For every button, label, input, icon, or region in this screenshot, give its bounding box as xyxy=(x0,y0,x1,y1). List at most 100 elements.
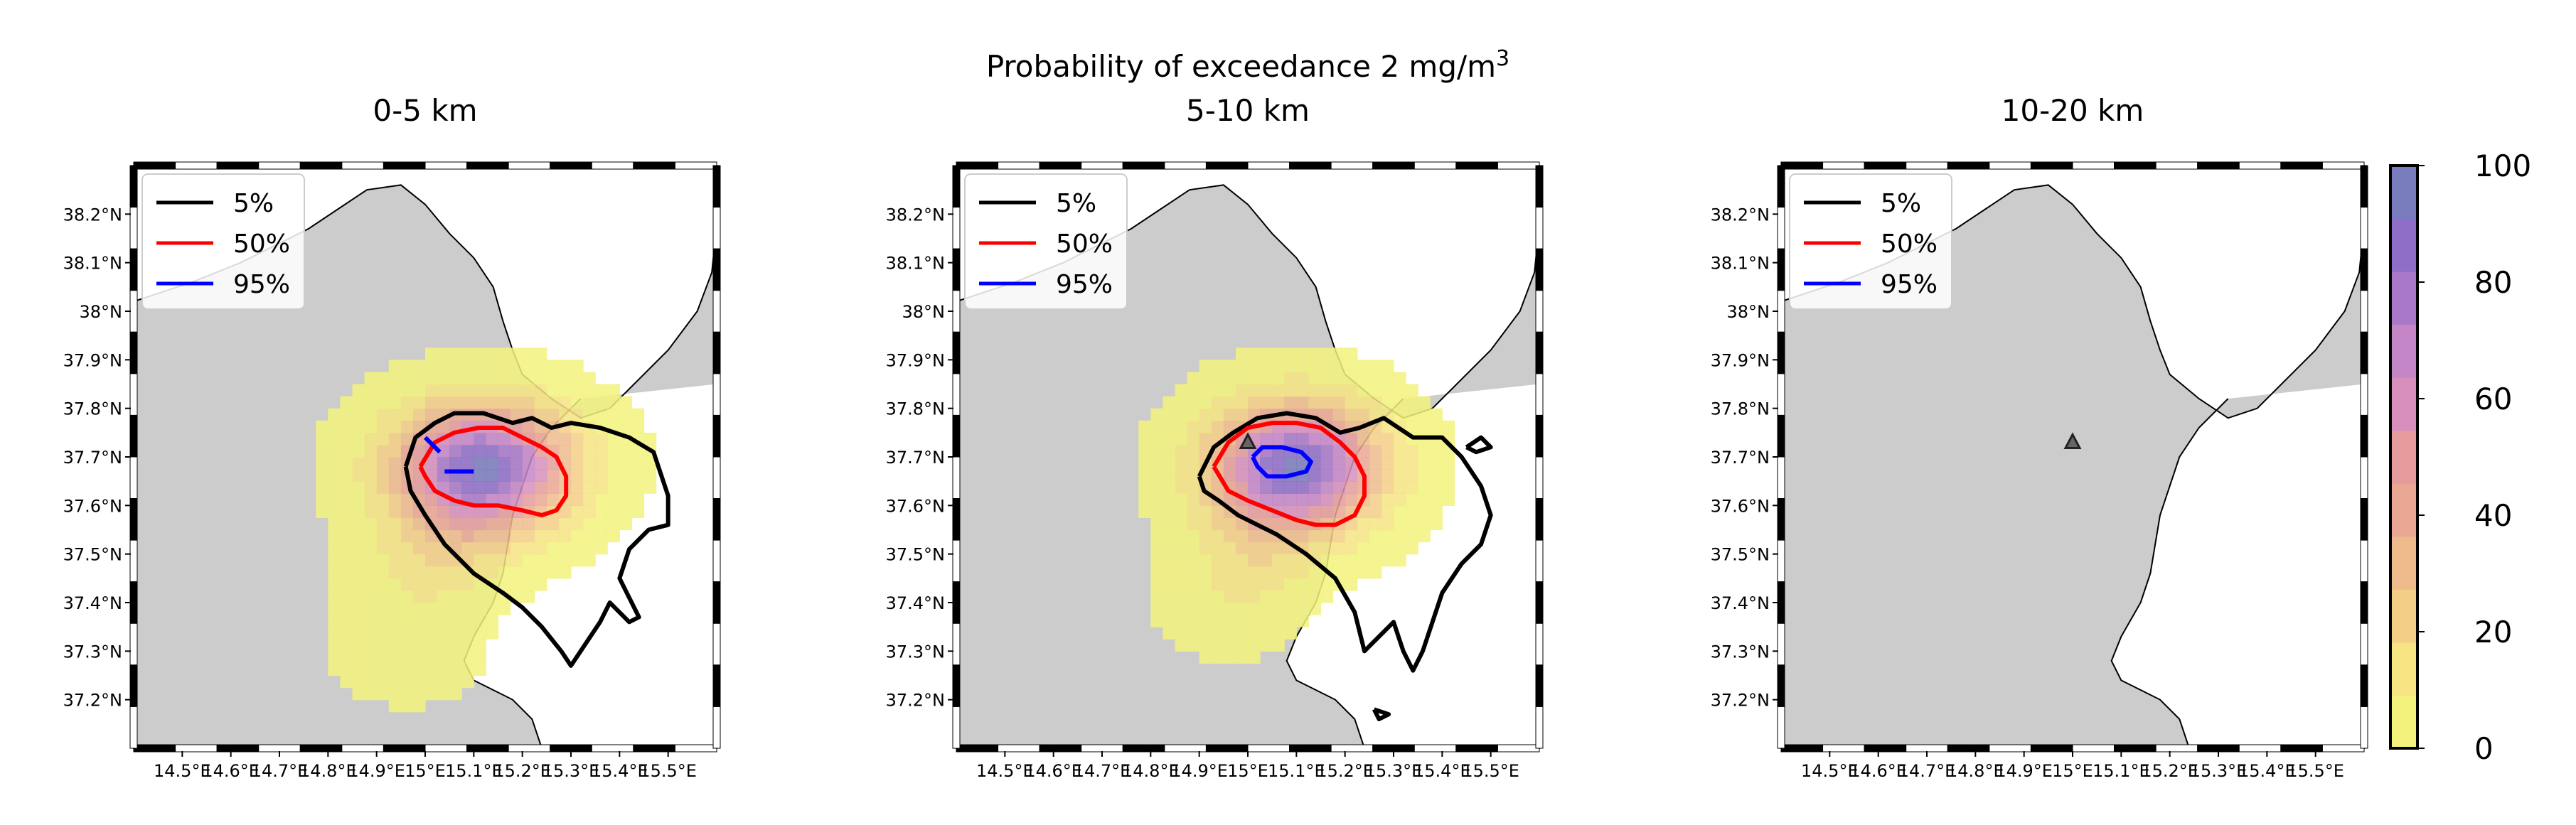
grid-cell xyxy=(510,517,523,531)
grid-cell xyxy=(352,408,365,421)
grid-cell xyxy=(1430,408,1443,421)
grid-cell xyxy=(1248,396,1261,409)
y-tick-label: 38.2°N xyxy=(63,205,122,225)
grid-cell xyxy=(1381,493,1394,506)
grid-cell xyxy=(619,505,633,519)
legend-label: 5% xyxy=(233,189,274,218)
grid-cell xyxy=(437,687,450,701)
grid-cell xyxy=(1442,493,1455,506)
grid-cell xyxy=(1163,505,1176,519)
grid-cell xyxy=(1308,384,1322,397)
grid-cell xyxy=(1235,566,1249,579)
grid-cell xyxy=(376,627,390,640)
grid-cell xyxy=(328,481,341,494)
grid-cell xyxy=(425,590,438,603)
grid-cell xyxy=(486,603,499,615)
grid-cell xyxy=(388,590,402,603)
grid-cell xyxy=(328,663,341,676)
grid-cell xyxy=(376,384,390,397)
grid-cell xyxy=(425,687,438,701)
grid-cell xyxy=(1150,408,1164,421)
grid-cell xyxy=(522,578,535,591)
grid-cell xyxy=(1150,444,1164,458)
grid-cell xyxy=(1308,432,1322,446)
grid-cell xyxy=(340,469,353,482)
grid-cell xyxy=(425,663,438,676)
grid-cell xyxy=(461,651,474,664)
grid-cell xyxy=(571,432,584,446)
grid-cell xyxy=(316,432,328,446)
grid-cell xyxy=(1223,420,1236,433)
grid-cell xyxy=(1357,408,1370,421)
grid-cell xyxy=(352,505,365,519)
x-tick-label: 14.9°E xyxy=(1170,761,1228,781)
grid-cell xyxy=(388,566,402,579)
grid-cell xyxy=(364,493,378,506)
grid-cell xyxy=(1211,554,1224,567)
grid-cell xyxy=(1357,444,1370,458)
grid-cell xyxy=(486,457,499,470)
grid-cell xyxy=(474,663,487,676)
grid-cell xyxy=(522,420,535,433)
grid-cell xyxy=(364,517,378,531)
contour-5pct xyxy=(1197,411,1493,673)
grid-cell xyxy=(1394,384,1406,397)
grid-cell xyxy=(1369,517,1382,531)
grid-cell xyxy=(1381,444,1394,458)
grid-cell xyxy=(1332,408,1346,421)
grid-cell xyxy=(400,639,414,652)
grid-cell xyxy=(400,687,414,701)
grid-cell xyxy=(316,420,328,433)
grid-cell xyxy=(1187,420,1200,433)
grid-cell xyxy=(1418,481,1431,494)
grid-cell xyxy=(1369,566,1382,579)
grid-cell xyxy=(583,384,596,397)
grid-cell xyxy=(376,687,390,701)
x-tick-label: 14.6°E xyxy=(1849,761,1907,781)
grid-cell xyxy=(1394,554,1406,567)
grid-cell xyxy=(461,384,474,397)
grid-cell xyxy=(1175,457,1188,470)
grid-cell xyxy=(1175,408,1188,421)
grid-cell xyxy=(340,651,353,664)
grid-cell xyxy=(1175,603,1188,615)
grid-cell xyxy=(376,675,390,689)
grid-cell xyxy=(449,627,462,640)
grid-cell xyxy=(546,517,560,531)
grid-cell xyxy=(1296,396,1310,409)
grid-cell xyxy=(437,578,450,591)
grid-cell xyxy=(449,444,462,458)
y-tick-label: 37.3°N xyxy=(1711,642,1770,662)
grid-cell xyxy=(352,396,365,409)
map-border-2 xyxy=(1777,165,1785,749)
grid-cell xyxy=(400,603,414,615)
grid-cell xyxy=(474,493,487,506)
grid-cell xyxy=(437,663,450,676)
grid-cell xyxy=(400,505,414,519)
grid-cell xyxy=(1199,432,1212,446)
grid-cell xyxy=(1187,615,1200,627)
map-border-2 xyxy=(952,165,961,749)
grid-cell xyxy=(1394,408,1406,421)
y-tick-label: 38°N xyxy=(80,302,123,322)
grid-cell xyxy=(1211,396,1224,409)
x-tick-label: 15.3°E xyxy=(2190,761,2248,781)
grid-cell xyxy=(1150,432,1164,446)
grid-cell xyxy=(1260,347,1273,360)
grid-cell xyxy=(607,444,620,458)
grid-cell xyxy=(1406,457,1418,470)
grid-cell xyxy=(486,505,499,519)
grid-cell xyxy=(1187,517,1200,531)
grid-cell xyxy=(449,529,462,543)
grid-cell xyxy=(412,541,426,555)
grid-cell xyxy=(1357,566,1370,579)
grid-cell xyxy=(412,360,426,373)
grid-cell xyxy=(425,360,438,373)
grid-cell xyxy=(595,432,608,446)
grid-cell xyxy=(1418,529,1431,543)
grid-cell xyxy=(510,481,523,494)
grid-cell xyxy=(352,432,365,446)
grid-cell xyxy=(486,372,499,385)
grid-cell xyxy=(474,372,487,385)
grid-cell xyxy=(1272,627,1285,640)
